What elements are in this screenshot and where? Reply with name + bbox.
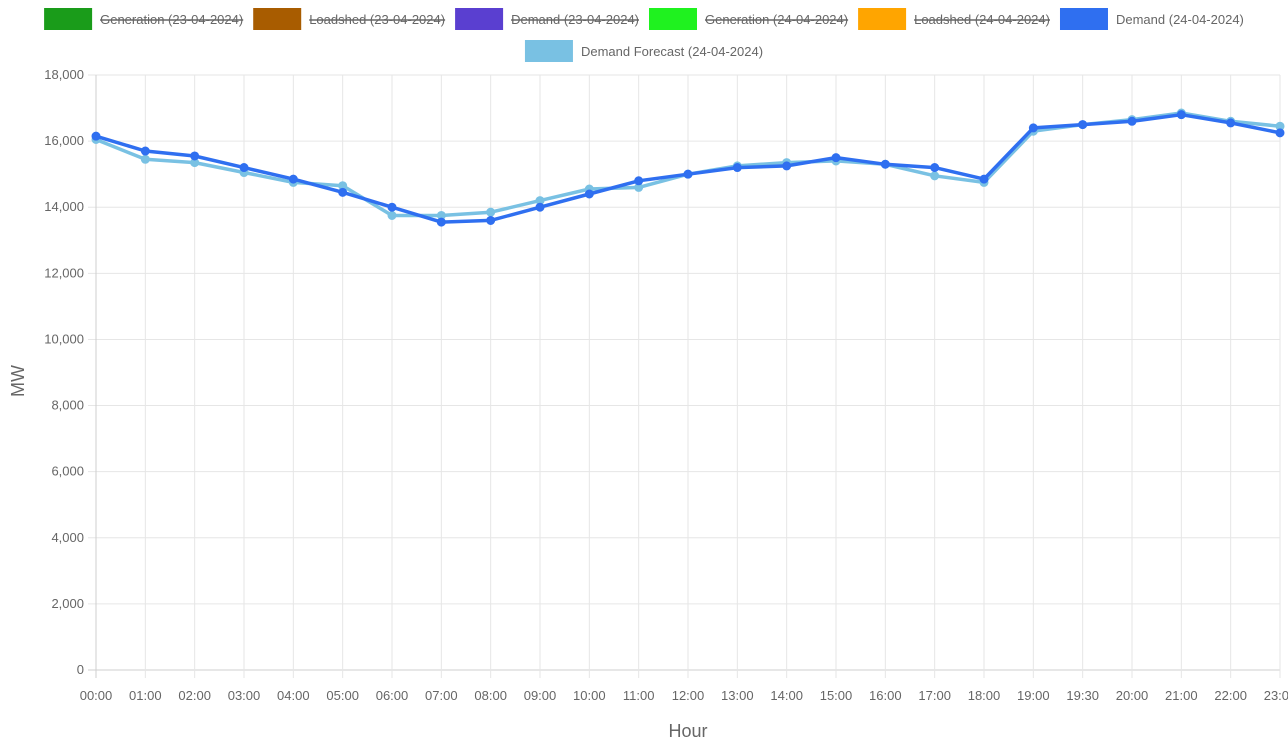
demand-data-point (683, 169, 693, 179)
y-tick-label: 12,000 (44, 265, 84, 280)
demand-data-point (1078, 120, 1088, 130)
x-tick-label: 15:00 (820, 688, 853, 703)
demand-data-point (979, 174, 989, 184)
demand-data-point (239, 163, 249, 173)
x-tick-label: 02:00 (178, 688, 211, 703)
y-tick-label: 0 (77, 662, 84, 677)
x-tick-label: 13:00 (721, 688, 754, 703)
x-tick-label: 08:00 (474, 688, 507, 703)
demand-data-point (732, 163, 742, 173)
x-tick-label: 11:00 (623, 688, 655, 703)
demand-data-point (1275, 128, 1285, 138)
x-tick-label: 12:00 (672, 688, 705, 703)
y-axis-title: MW (8, 365, 28, 397)
demand-data-point (1176, 110, 1186, 120)
x-tick-label: 22:00 (1214, 688, 1247, 703)
demand-data-point (535, 202, 545, 212)
demand-forecast-data-point (486, 207, 496, 217)
x-tick-label: 23:00 (1264, 688, 1288, 703)
y-tick-label: 18,000 (44, 67, 84, 82)
x-tick-label: 07:00 (425, 688, 458, 703)
demand-data-point (634, 176, 644, 186)
x-tick-label: 01:00 (129, 688, 162, 703)
demand-data-point (486, 215, 496, 225)
x-tick-label: 00:00 (80, 688, 113, 703)
legend-swatch (524, 40, 573, 62)
x-tick-label: 10:00 (573, 688, 606, 703)
y-tick-label: 14,000 (44, 199, 84, 214)
demand-data-point (288, 174, 298, 184)
demand-data-point (91, 131, 101, 141)
x-tick-label: 19:30 (1066, 688, 1099, 703)
x-tick-label: 21:00 (1165, 688, 1198, 703)
demand-data-point (584, 189, 594, 199)
demand-forecast-data-point (930, 171, 940, 181)
x-tick-label: 03:00 (228, 688, 261, 703)
legend-swatch (253, 8, 302, 30)
demand-data-point (1226, 118, 1236, 128)
x-tick-label: 04:00 (277, 688, 310, 703)
x-tick-label: 18:00 (968, 688, 1001, 703)
demand-data-point (1127, 116, 1137, 126)
demand-data-point (782, 161, 792, 171)
demand-data-point (140, 146, 150, 156)
y-tick-label: 10,000 (44, 331, 84, 346)
chart-series (91, 108, 1285, 227)
x-axis-title: Hour (668, 721, 707, 741)
legend-swatch (44, 8, 93, 30)
demand-forecast-data-point (387, 210, 397, 220)
y-tick-label: 8,000 (51, 398, 84, 413)
demand-data-point (338, 187, 348, 197)
legend-swatch (649, 8, 697, 30)
x-tick-label: 09:00 (524, 688, 557, 703)
legend-swatch (858, 8, 907, 30)
y-tick-label: 2,000 (51, 596, 84, 611)
y-tick-label: 4,000 (51, 530, 84, 545)
demand-data-point (190, 151, 200, 161)
chart-legend: Generation (23-04-2024) Loadshed (23-04-2… (44, 8, 1244, 62)
x-tick-label: 06:00 (376, 688, 409, 703)
demand-data-point (880, 159, 890, 169)
demand-data-point (436, 217, 446, 227)
demand-data-point (930, 163, 940, 173)
demand-forecast-data-point (140, 154, 150, 164)
legend-label: Demand (24-04-2024) (1116, 12, 1244, 27)
demand-data-point (831, 153, 841, 163)
demand-data-point (387, 202, 397, 212)
x-tick-label: 19:00 (1017, 688, 1050, 703)
x-tick-label: 14:00 (770, 688, 803, 703)
chart-axes: 0 2,000 4,000 6,000 8,000 10,000 12,000 14,000 1… (44, 67, 1288, 703)
y-tick-label: 6,000 (51, 464, 84, 479)
legend-label: Demand Forecast (24-04-2024) (581, 44, 763, 59)
x-tick-label: 20:00 (1116, 688, 1149, 703)
x-tick-label: 17:00 (918, 688, 951, 703)
x-tick-label: 16:00 (869, 688, 902, 703)
x-tick-label: 05:00 (326, 688, 359, 703)
legend-swatch (455, 8, 504, 30)
legend-swatch (1059, 8, 1108, 30)
chart-gridlines (88, 74, 1281, 678)
demand-data-point (1028, 123, 1038, 133)
y-tick-label: 16,000 (44, 133, 84, 148)
